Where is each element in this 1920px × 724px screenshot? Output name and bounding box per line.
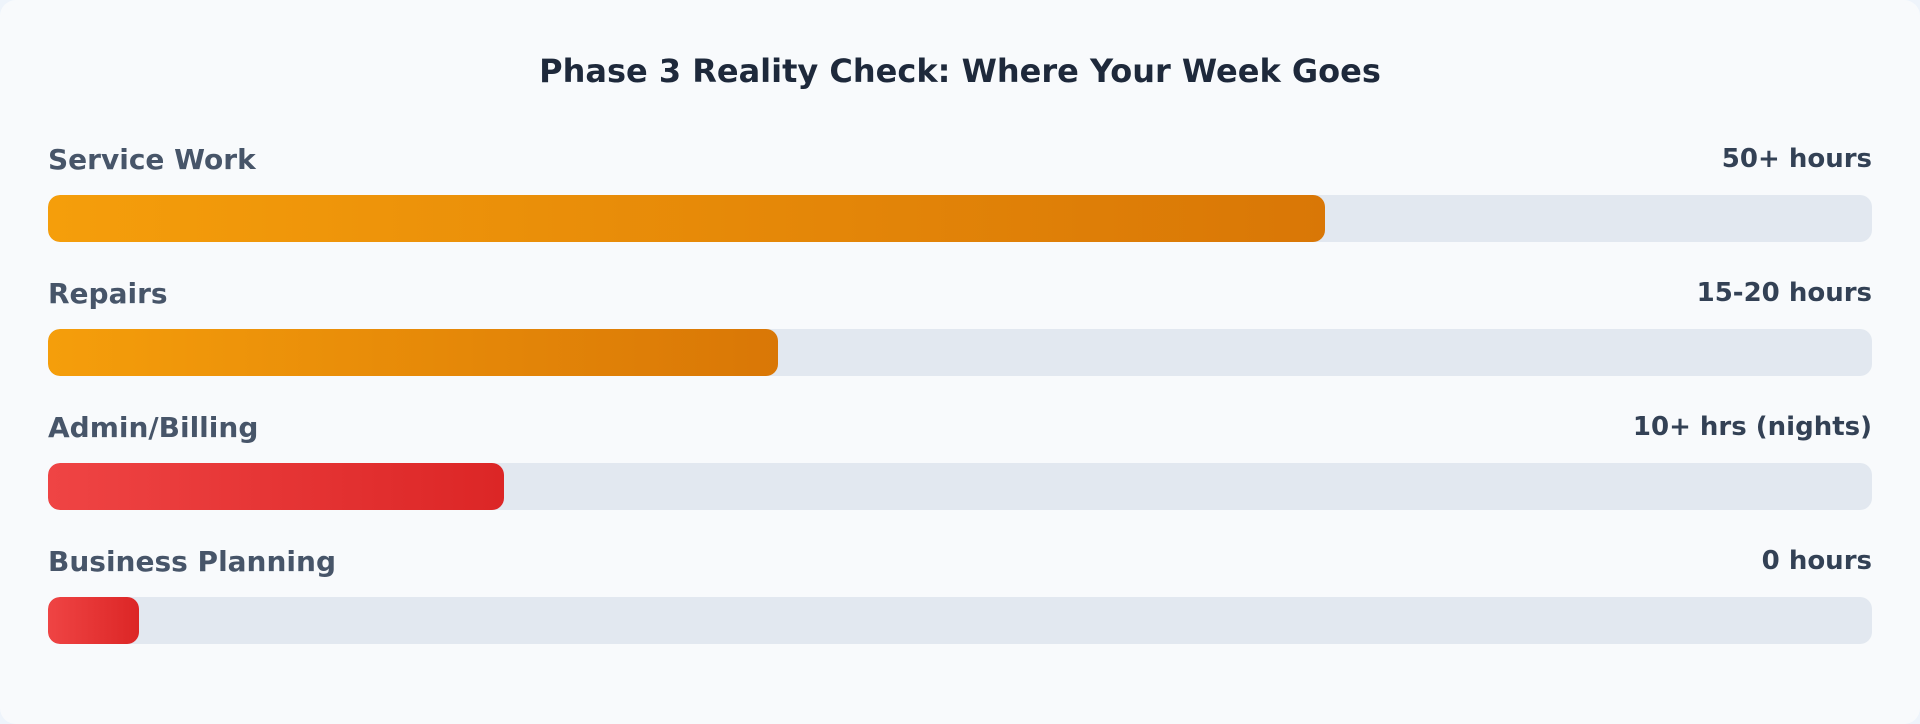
bar-label: Repairs [48,277,168,310]
chart-title: Phase 3 Reality Check: Where Your Week G… [539,52,1381,90]
bar-value: 15-20 hours [1696,278,1872,308]
bar-fill [48,329,778,376]
bar-track [48,329,1872,376]
bar-label: Admin/Billing [48,411,259,444]
bar-value: 50+ hours [1721,144,1872,174]
bar-track [48,597,1872,644]
bar-row-admin-billing: Admin/Billing 10+ hrs (nights) [48,411,1872,521]
bar-fill [48,597,140,644]
bar-row-repairs: Repairs 15-20 hours [48,277,1872,387]
bar-fill [48,195,1325,242]
bar-track [48,463,1872,510]
bar-fill [48,463,504,510]
bar-label: Service Work [48,143,256,176]
bar-value: 0 hours [1761,546,1872,576]
bar-row-service-work: Service Work 50+ hours [48,143,1872,253]
bar-value: 10+ hrs (nights) [1632,412,1872,442]
bar-track [48,195,1872,242]
bar-row-business-planning: Business Planning 0 hours [48,545,1872,655]
bar-label: Business Planning [48,545,336,578]
